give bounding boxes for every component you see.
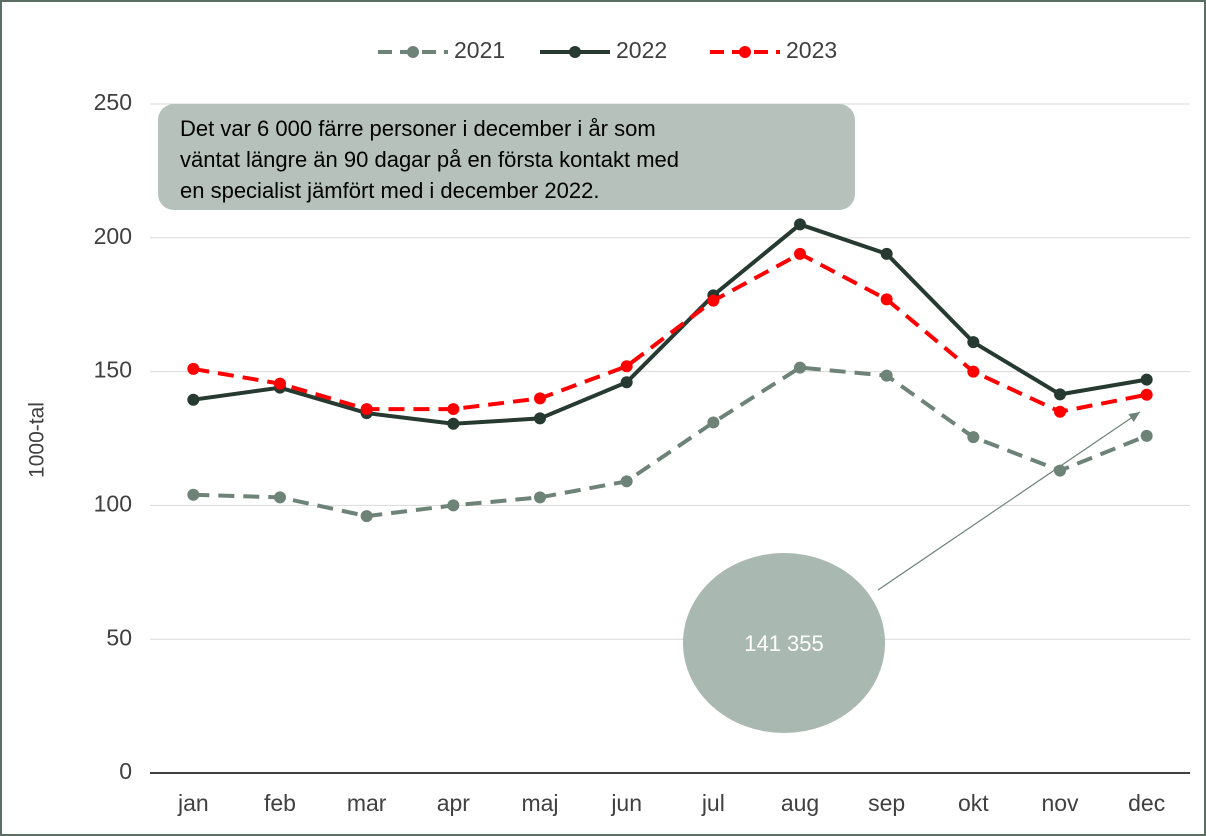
point <box>967 431 980 444</box>
point <box>360 510 373 523</box>
y-tick-label: 0 <box>119 758 132 784</box>
x-tick-label: jan <box>177 790 209 816</box>
point <box>794 247 806 260</box>
point <box>187 393 200 406</box>
legend-marker <box>569 46 581 58</box>
x-tick-label: apr <box>437 790 471 816</box>
point <box>534 412 546 425</box>
point <box>360 403 373 416</box>
bubble <box>683 553 885 733</box>
legend-marker <box>407 46 419 58</box>
series-line <box>193 222 1148 426</box>
x-tick-label: okt <box>958 790 989 816</box>
x-tick-label: jul <box>701 790 725 816</box>
legend-label: 2023 <box>786 37 837 63</box>
point <box>794 361 806 374</box>
y-tick-label: 200 <box>94 223 132 249</box>
point <box>794 218 806 231</box>
point <box>620 376 633 389</box>
y-tick-label: 100 <box>94 490 132 516</box>
point <box>1140 429 1153 442</box>
point <box>274 377 286 390</box>
legend-label: 2022 <box>616 37 667 63</box>
point <box>274 491 286 504</box>
x-tick-label: jun <box>610 790 642 816</box>
legend-label: 2021 <box>454 37 505 63</box>
x-tick-label: nov <box>1041 790 1079 816</box>
note-box <box>158 104 855 210</box>
y-tick-label: 250 <box>94 89 132 115</box>
point <box>967 336 980 349</box>
x-tick-label: dec <box>1128 790 1165 816</box>
bubble-text: 141 355 <box>744 631 824 656</box>
point <box>1140 373 1153 386</box>
point <box>187 488 200 501</box>
point <box>620 475 633 488</box>
point <box>880 293 893 306</box>
point <box>967 365 980 378</box>
point <box>1054 388 1066 401</box>
point <box>447 417 460 430</box>
x-tick-label: feb <box>264 790 296 816</box>
x-tick-label: mar <box>347 790 387 816</box>
point <box>447 403 460 416</box>
point <box>707 416 720 429</box>
point <box>620 360 633 373</box>
note-text: en specialist jämfört med i december 202… <box>180 178 599 203</box>
point <box>187 362 200 375</box>
note-text: Det var 6 000 färre personer i december … <box>180 116 656 141</box>
point <box>1140 388 1153 401</box>
note-text: väntat längre än 90 dagar på en första k… <box>180 147 679 172</box>
point <box>880 247 893 260</box>
x-tick-label: sep <box>868 790 905 816</box>
legend-marker <box>739 46 751 58</box>
point <box>1054 464 1066 477</box>
point <box>534 491 546 504</box>
y-axis-label: 1000-tal <box>26 402 49 478</box>
point <box>707 294 720 307</box>
point <box>1054 405 1066 418</box>
series-line <box>193 365 1148 519</box>
y-tick-label: 50 <box>106 624 132 650</box>
point <box>880 369 893 382</box>
point <box>447 499 460 512</box>
x-tick-label: aug <box>781 790 819 816</box>
x-tick-label: maj <box>521 790 558 816</box>
point <box>534 392 546 405</box>
series-line <box>192 251 1148 414</box>
arrow <box>877 411 1141 591</box>
y-tick-label: 150 <box>94 357 132 383</box>
